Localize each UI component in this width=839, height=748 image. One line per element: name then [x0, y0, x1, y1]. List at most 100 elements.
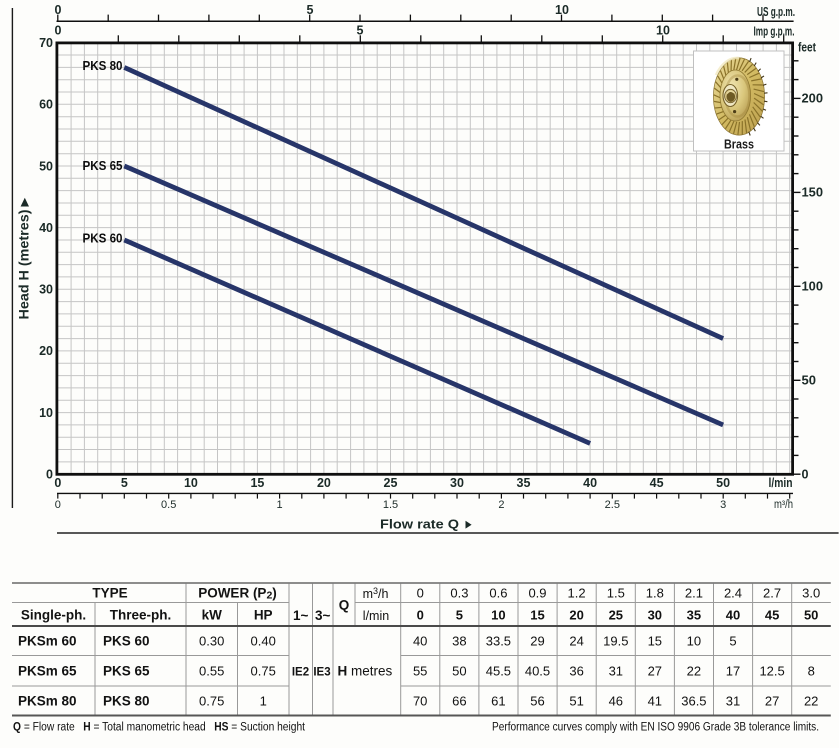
svg-text:PKS 80: PKS 80: [103, 694, 150, 709]
svg-text:PKS 65: PKS 65: [103, 664, 150, 679]
svg-text:1~: 1~: [293, 608, 309, 623]
svg-text:0.3: 0.3: [450, 586, 468, 601]
svg-text:40.5: 40.5: [525, 664, 550, 679]
svg-text:m³/h: m³/h: [774, 499, 793, 511]
svg-text:H metres: H metres: [338, 664, 393, 679]
svg-text:POWER (P2): POWER (P2): [198, 586, 277, 602]
svg-text:5: 5: [357, 23, 364, 37]
svg-text:5: 5: [456, 608, 463, 623]
svg-text:12.5: 12.5: [759, 664, 784, 679]
svg-text:Q: Q: [339, 598, 350, 613]
svg-text:5: 5: [121, 476, 128, 490]
svg-text:38: 38: [452, 634, 466, 649]
svg-text:10: 10: [491, 608, 505, 623]
svg-text:0.75: 0.75: [199, 694, 224, 709]
svg-text:0: 0: [46, 468, 53, 482]
svg-text:66: 66: [452, 694, 466, 709]
svg-text:25: 25: [384, 476, 398, 490]
svg-text:2.5: 2.5: [605, 499, 620, 511]
svg-text:1.5: 1.5: [607, 586, 625, 601]
svg-text:200: 200: [802, 92, 824, 106]
svg-text:l/min: l/min: [769, 476, 793, 490]
svg-text:1: 1: [260, 694, 267, 709]
svg-text:Three-ph.: Three-ph.: [110, 608, 172, 623]
svg-text:10: 10: [555, 3, 569, 17]
svg-text:33.5: 33.5: [486, 634, 511, 649]
svg-text:15: 15: [250, 476, 264, 490]
svg-text:10: 10: [184, 476, 198, 490]
svg-text:Flow rate Q: Flow rate Q: [380, 517, 459, 532]
svg-text:0.40: 0.40: [251, 634, 276, 649]
svg-text:150: 150: [802, 186, 824, 200]
svg-text:l/min: l/min: [363, 609, 389, 623]
svg-text:1: 1: [277, 499, 283, 511]
svg-text:3~: 3~: [315, 608, 331, 623]
svg-text:0: 0: [55, 499, 61, 511]
svg-text:19.5: 19.5: [603, 634, 628, 649]
svg-text:40: 40: [413, 634, 427, 649]
svg-text:60: 60: [39, 98, 53, 112]
svg-text:0: 0: [55, 3, 62, 17]
svg-text:40: 40: [583, 476, 597, 490]
svg-text:35: 35: [517, 476, 531, 490]
svg-text:10: 10: [656, 23, 670, 37]
svg-text:2.1: 2.1: [685, 586, 703, 601]
svg-text:Performance curves comply with: Performance curves comply with EN ISO 99…: [492, 722, 819, 734]
svg-text:20: 20: [317, 476, 331, 490]
svg-text:0.30: 0.30: [199, 634, 224, 649]
svg-text:Imp g.p.m.: Imp g.p.m.: [754, 25, 795, 39]
svg-text:61: 61: [491, 694, 505, 709]
svg-text:45.5: 45.5: [486, 664, 511, 679]
svg-text:PKS 60: PKS 60: [83, 231, 123, 246]
svg-text:0: 0: [802, 468, 809, 482]
svg-text:HP: HP: [254, 608, 273, 623]
svg-text:PKSm 80: PKSm 80: [18, 694, 77, 709]
svg-text:27: 27: [648, 664, 662, 679]
svg-text:30: 30: [450, 476, 464, 490]
svg-text:3: 3: [720, 499, 726, 511]
svg-text:30: 30: [648, 608, 662, 623]
svg-text:kW: kW: [202, 608, 223, 623]
svg-text:0.5: 0.5: [161, 499, 176, 511]
svg-text:70: 70: [413, 694, 427, 709]
svg-text:40: 40: [39, 221, 53, 235]
svg-text:36.5: 36.5: [681, 694, 706, 709]
svg-text:5: 5: [307, 3, 314, 17]
svg-text:29: 29: [530, 634, 544, 649]
svg-text:22: 22: [687, 664, 701, 679]
svg-text:27: 27: [765, 694, 779, 709]
svg-text:0: 0: [54, 476, 61, 490]
svg-text:8: 8: [808, 664, 815, 679]
svg-text:56: 56: [530, 694, 544, 709]
svg-text:Brass: Brass: [724, 137, 754, 152]
svg-text:0.6: 0.6: [489, 586, 507, 601]
svg-text:IE3: IE3: [313, 667, 330, 679]
svg-text:TYPE: TYPE: [92, 586, 127, 601]
svg-text:50: 50: [802, 374, 817, 388]
svg-text:24: 24: [569, 634, 583, 649]
svg-text:1.2: 1.2: [568, 586, 586, 601]
svg-text:41: 41: [648, 694, 662, 709]
svg-text:US g.p.m.: US g.p.m.: [757, 5, 795, 19]
svg-text:IE2: IE2: [292, 667, 309, 679]
svg-text:40: 40: [726, 608, 740, 623]
svg-text:1.5: 1.5: [383, 499, 398, 511]
svg-text:45: 45: [650, 476, 664, 490]
svg-text:15: 15: [530, 608, 544, 623]
svg-text:35: 35: [687, 608, 701, 623]
svg-text:50: 50: [804, 608, 818, 623]
svg-text:5: 5: [729, 634, 736, 649]
svg-text:2.7: 2.7: [763, 586, 781, 601]
svg-text:1.8: 1.8: [646, 586, 664, 601]
svg-text:100: 100: [802, 280, 824, 294]
svg-text:PKSm 65: PKSm 65: [18, 664, 77, 679]
svg-text:46: 46: [609, 694, 623, 709]
svg-text:0: 0: [417, 608, 424, 623]
svg-text:20: 20: [569, 608, 583, 623]
svg-text:20: 20: [39, 344, 53, 358]
svg-text:PKSm 60: PKSm 60: [18, 634, 77, 649]
svg-text:2.4: 2.4: [724, 586, 742, 601]
svg-text:m3/h: m3/h: [363, 586, 389, 601]
svg-text:70: 70: [39, 36, 53, 50]
svg-text:17: 17: [726, 664, 740, 679]
